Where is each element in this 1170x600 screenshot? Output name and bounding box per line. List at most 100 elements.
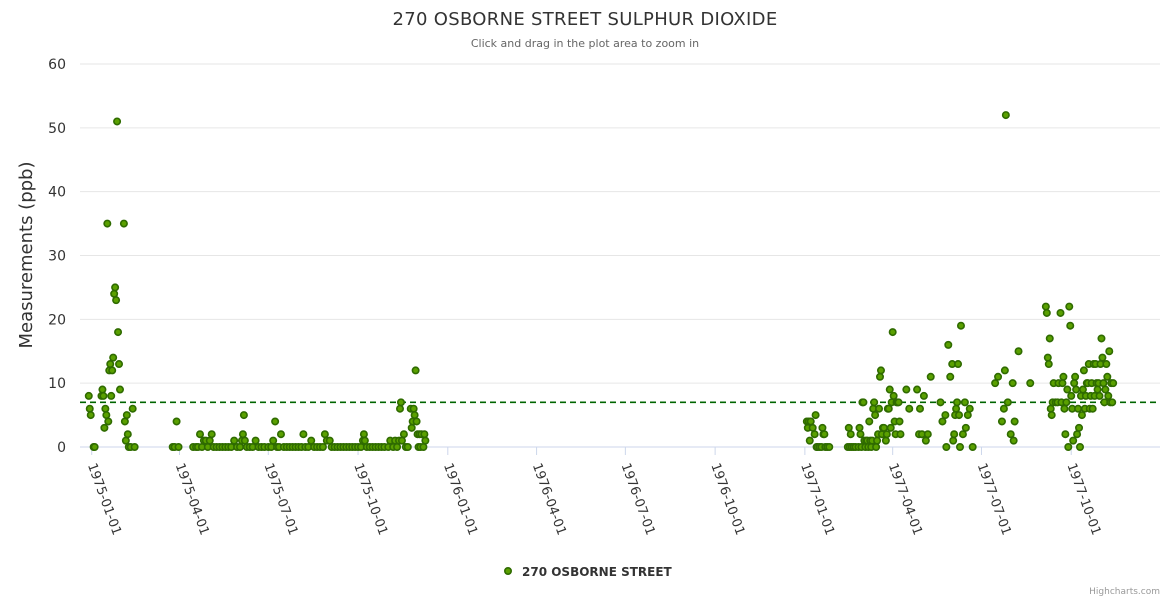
data-point[interactable] xyxy=(123,430,132,439)
data-point[interactable] xyxy=(269,436,278,445)
data-point[interactable] xyxy=(872,442,881,451)
data-point[interactable] xyxy=(104,417,113,426)
data-point[interactable] xyxy=(1073,430,1082,439)
data-point[interactable] xyxy=(359,430,368,439)
data-point[interactable] xyxy=(875,404,884,413)
data-point[interactable] xyxy=(101,404,110,413)
data-point[interactable] xyxy=(955,442,964,451)
data-point[interactable] xyxy=(991,379,1000,388)
data-point[interactable] xyxy=(902,385,911,394)
data-point[interactable] xyxy=(968,442,977,451)
data-point[interactable] xyxy=(876,366,885,375)
data-point[interactable] xyxy=(1098,353,1107,362)
data-point[interactable] xyxy=(174,442,183,451)
data-point[interactable] xyxy=(325,436,334,445)
data-point[interactable] xyxy=(103,219,112,228)
data-point[interactable] xyxy=(271,417,280,426)
data-point[interactable] xyxy=(944,340,953,349)
legend[interactable]: 270 OSBORNE STREET xyxy=(503,565,673,579)
legend-item-270-osborne-street[interactable]: 270 OSBORNE STREET xyxy=(522,565,673,579)
data-point[interactable] xyxy=(251,436,260,445)
data-point[interactable] xyxy=(825,442,834,451)
data-point[interactable] xyxy=(955,411,964,420)
data-point[interactable] xyxy=(395,404,404,413)
data-point[interactable] xyxy=(240,436,249,445)
data-point[interactable] xyxy=(1059,372,1068,381)
data-point[interactable] xyxy=(885,385,894,394)
data-point[interactable] xyxy=(1066,321,1075,330)
data-point[interactable] xyxy=(98,385,107,394)
data-point[interactable] xyxy=(421,436,430,445)
data-point[interactable] xyxy=(1093,385,1102,394)
data-point[interactable] xyxy=(963,411,972,420)
data-point[interactable] xyxy=(938,417,947,426)
data-point[interactable] xyxy=(965,404,974,413)
data-point[interactable] xyxy=(122,411,131,420)
data-point[interactable] xyxy=(913,385,922,394)
data-point[interactable] xyxy=(953,398,962,407)
data-point[interactable] xyxy=(949,436,958,445)
data-point[interactable] xyxy=(397,436,406,445)
data-point[interactable] xyxy=(923,430,932,439)
data-point[interactable] xyxy=(1064,442,1073,451)
data-point[interactable] xyxy=(85,404,94,413)
data-point[interactable] xyxy=(411,366,420,375)
data-point[interactable] xyxy=(884,404,893,413)
data-point[interactable] xyxy=(1070,379,1079,388)
data-point[interactable] xyxy=(112,296,121,305)
data-point[interactable] xyxy=(207,430,216,439)
data-point[interactable] xyxy=(407,423,416,432)
data-point[interactable] xyxy=(100,423,109,432)
data-point[interactable] xyxy=(1014,347,1023,356)
data-point[interactable] xyxy=(1045,334,1054,343)
data-point[interactable] xyxy=(956,321,965,330)
data-point[interactable] xyxy=(1046,404,1055,413)
data-point[interactable] xyxy=(855,423,864,432)
data-point[interactable] xyxy=(1088,404,1097,413)
data-point[interactable] xyxy=(116,385,125,394)
data-point[interactable] xyxy=(879,423,888,432)
data-point[interactable] xyxy=(950,430,959,439)
data-point[interactable] xyxy=(360,436,369,445)
data-point[interactable] xyxy=(120,417,129,426)
legend-marker[interactable] xyxy=(503,566,512,575)
data-point[interactable] xyxy=(820,430,829,439)
data-point[interactable] xyxy=(882,430,891,439)
data-point[interactable] xyxy=(102,411,111,420)
data-point[interactable] xyxy=(846,430,855,439)
data-point[interactable] xyxy=(1095,391,1104,400)
data-point[interactable] xyxy=(113,117,122,126)
data-point[interactable] xyxy=(915,404,924,413)
data-point[interactable] xyxy=(921,436,930,445)
data-point[interactable] xyxy=(230,436,239,445)
data-point[interactable] xyxy=(172,417,181,426)
data-point[interactable] xyxy=(960,398,969,407)
data-point[interactable] xyxy=(1074,404,1083,413)
data-point[interactable] xyxy=(1009,436,1018,445)
data-point[interactable] xyxy=(961,423,970,432)
data-point[interactable] xyxy=(114,328,123,337)
data-point[interactable] xyxy=(107,391,116,400)
data-point[interactable] xyxy=(84,391,93,400)
data-point[interactable] xyxy=(895,417,904,426)
data-point[interactable] xyxy=(919,391,928,400)
data-point[interactable] xyxy=(1077,411,1086,420)
data-point[interactable] xyxy=(1026,379,1035,388)
data-point[interactable] xyxy=(1062,398,1071,407)
data-point[interactable] xyxy=(805,436,814,445)
series-points[interactable] xyxy=(84,111,1118,451)
data-point[interactable] xyxy=(318,442,327,451)
data-point[interactable] xyxy=(881,436,890,445)
data-point[interactable] xyxy=(299,430,308,439)
data-point[interactable] xyxy=(896,430,905,439)
data-point[interactable] xyxy=(99,391,108,400)
data-point[interactable] xyxy=(1047,411,1056,420)
data-point[interactable] xyxy=(393,442,402,451)
data-point[interactable] xyxy=(109,353,118,362)
data-point[interactable] xyxy=(409,404,418,413)
data-point[interactable] xyxy=(818,423,827,432)
data-point[interactable] xyxy=(889,391,898,400)
data-point[interactable] xyxy=(1042,308,1051,317)
data-point[interactable] xyxy=(130,442,139,451)
data-point[interactable] xyxy=(936,398,945,407)
